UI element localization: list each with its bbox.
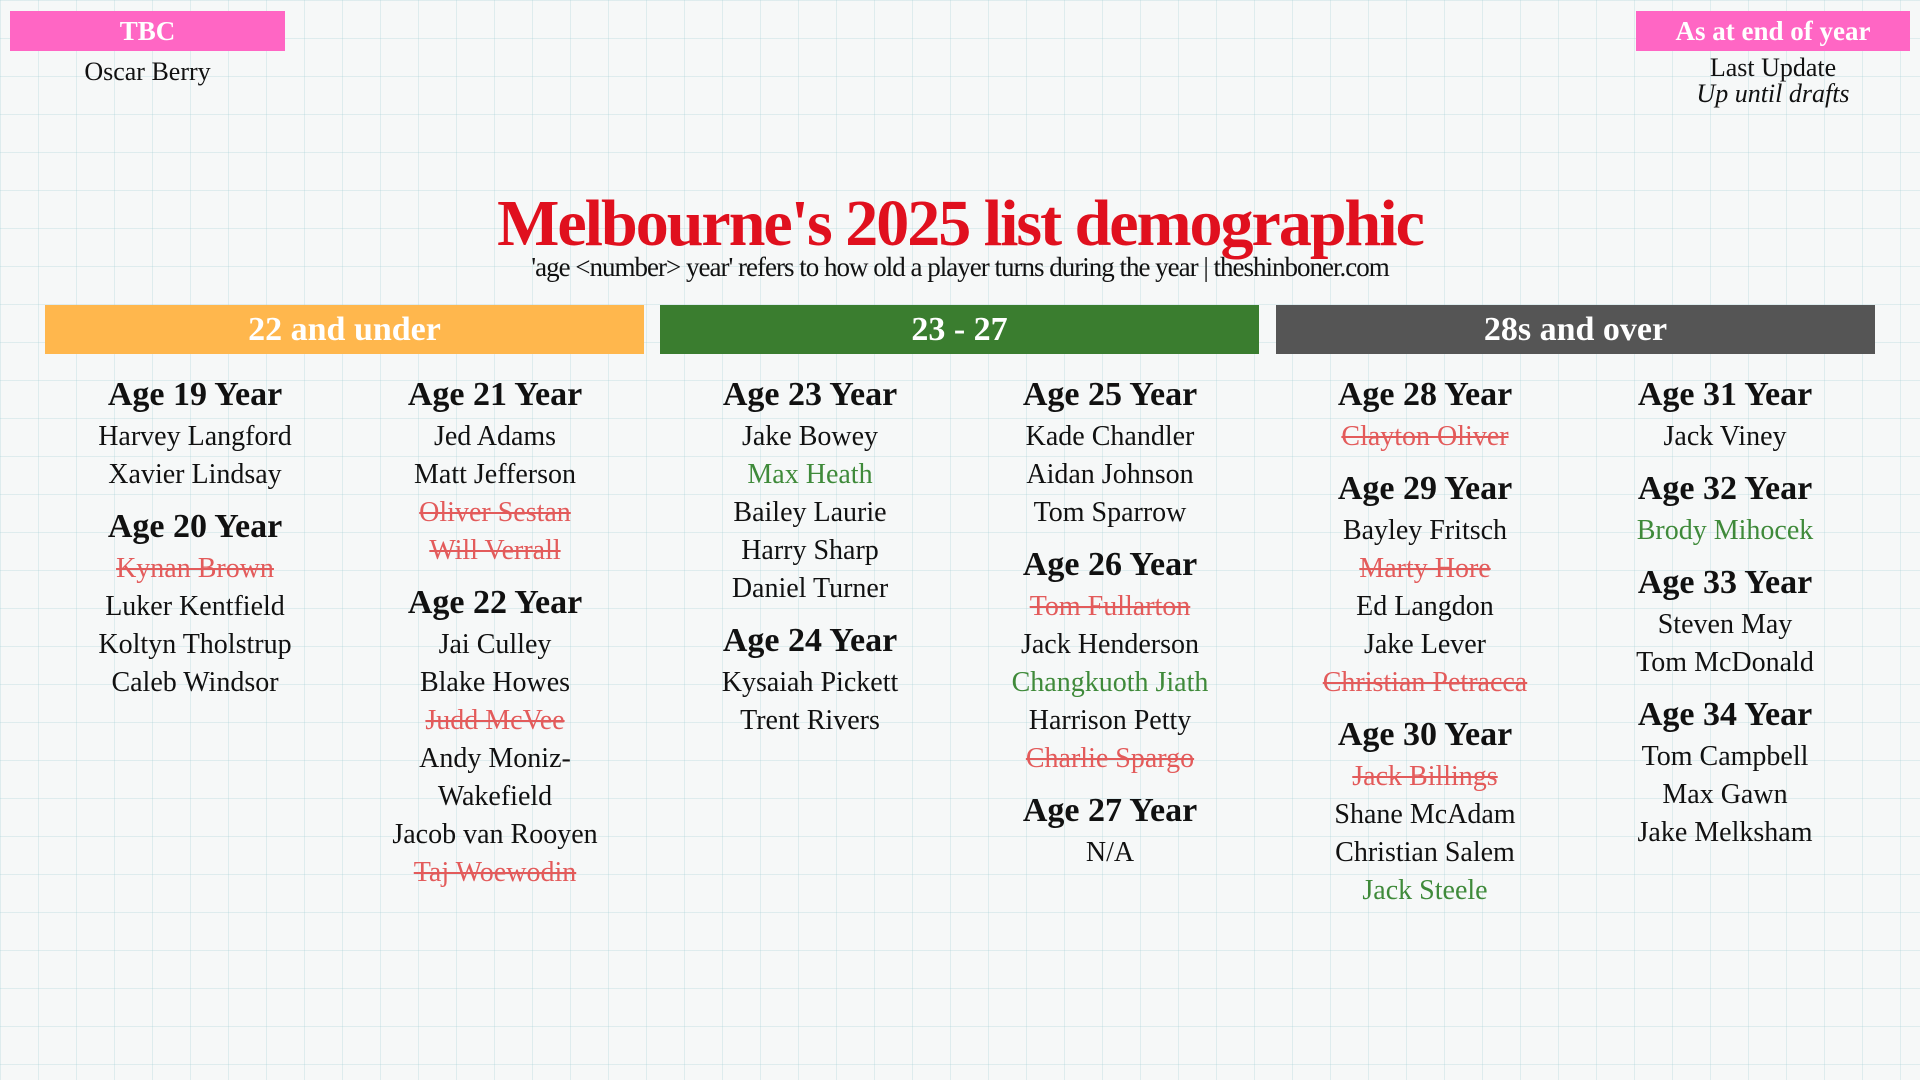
player-name: Harrison Petty — [1028, 705, 1192, 736]
age-column: Age 31 Year Jack Viney Age 32 Year Brody Mi… — [1575, 372, 1875, 862]
player-name: Aidan Johnson — [1026, 459, 1194, 490]
age-group-heading: Age 23 Year — [722, 376, 898, 413]
player-name: Ed Langdon — [1356, 591, 1494, 622]
player-name: Jacob van Rooyen — [392, 819, 598, 850]
age-group: Age 34 Year Tom Campbell Max Gawn Jake Melk… — [1575, 692, 1875, 852]
age-group-heading: Age 28 Year — [1337, 376, 1513, 413]
player-name: Max Gawn — [1662, 779, 1788, 810]
age-group: Age 26 Year Tom Fullarton Jack Henderson Ch… — [960, 542, 1260, 778]
age-group: Age 23 Year Jake Bowey Max Heath Bailey Lau… — [660, 372, 960, 608]
tbc-badge: TBC — [10, 11, 285, 51]
player-name: Luker Kentfield — [105, 591, 285, 622]
player-name: Jed Adams — [433, 421, 557, 452]
age-group: Age 21 Year Jed Adams Matt Jefferson Oliver… — [345, 372, 645, 570]
age-group: Age 31 Year Jack Viney — [1575, 372, 1875, 456]
player-name: Kade Chandler — [1025, 421, 1195, 452]
player-name: Xavier Lindsay — [108, 459, 282, 490]
age-group-heading: Age 25 Year — [1022, 376, 1198, 413]
player-name: Jai Culley — [438, 629, 552, 660]
age-group: Age 33 Year Steven May Tom McDonald — [1575, 560, 1875, 682]
age-column: Age 25 Year Kade Chandler Aidan Johnson Tom… — [960, 372, 1260, 882]
tbc-player: Oscar Berry — [84, 57, 211, 86]
age-group-heading: Age 34 Year — [1637, 696, 1813, 733]
player-name-removed: Charlie Spargo — [1025, 743, 1195, 774]
player-name: Jake Bowey — [741, 421, 879, 452]
last-update-label: Last Update — [1709, 53, 1837, 82]
player-name: Koltyn Tholstrup — [98, 629, 292, 660]
age-group-heading: Age 31 Year — [1637, 376, 1813, 413]
age-group-heading: Age 22 Year — [407, 584, 583, 621]
player-name: Harry Sharp — [741, 535, 879, 566]
age-group-heading: Age 21 Year — [407, 376, 583, 413]
player-name-removed: Kynan Brown — [116, 553, 274, 584]
age-group: Age 24 Year Kysaiah Pickett Trent Rivers — [660, 618, 960, 740]
age-group: Age 22 Year Jai Culley Blake Howes Judd McV… — [345, 580, 645, 892]
player-name-removed: Will Verrall — [429, 535, 561, 566]
player-name: Daniel Turner — [731, 573, 889, 604]
player-name-removed: Clayton Oliver — [1341, 421, 1509, 452]
age-group-heading: Age 19 Year — [107, 376, 283, 413]
player-name: Jake Lever — [1363, 629, 1487, 660]
player-name: Tom McDonald — [1636, 647, 1814, 678]
player-name: Kysaiah Pickett — [721, 667, 899, 698]
age-group-heading: Age 20 Year — [107, 508, 283, 545]
age-group: Age 30 Year Jack Billings Shane McAdam Chri… — [1275, 712, 1575, 910]
player-name: N/A — [1085, 837, 1135, 868]
band-22-and-under: 22 and under — [45, 305, 644, 354]
player-name-removed: Marty Hore — [1359, 553, 1491, 584]
last-update-value: Up until drafts — [1696, 79, 1850, 108]
player-name-removed: Taj Woewodin — [413, 857, 577, 888]
age-column: Age 19 Year Harvey Langford Xavier Lindsay… — [45, 372, 345, 712]
age-group-heading: Age 29 Year — [1337, 470, 1513, 507]
player-name-new: Brody Mihocek — [1636, 515, 1814, 546]
age-group-heading: Age 30 Year — [1337, 716, 1513, 753]
player-name: Bailey Laurie — [733, 497, 887, 528]
age-column: Age 23 Year Jake Bowey Max Heath Bailey Lau… — [660, 372, 960, 750]
age-group: Age 25 Year Kade Chandler Aidan Johnson Tom… — [960, 372, 1260, 532]
player-name: Blake Howes — [419, 667, 571, 698]
age-group: Age 19 Year Harvey Langford Xavier Lindsay — [45, 372, 345, 494]
age-group: Age 27 Year N/A — [960, 788, 1260, 872]
player-name: Shane McAdam — [1334, 799, 1516, 830]
band-28-and-over: 28s and over — [1276, 305, 1875, 354]
age-group: Age 20 Year Kynan Brown Luker Kentfield Kol… — [45, 504, 345, 702]
player-name: Wakefield — [437, 781, 553, 812]
page-subtitle: 'age <number> year' refers to how old a … — [531, 252, 1390, 282]
player-name: Harvey Langford — [98, 421, 292, 452]
player-name: Tom Sparrow — [1033, 497, 1187, 528]
player-name-removed: Oliver Sestan — [419, 497, 571, 528]
age-group-heading: Age 27 Year — [1022, 792, 1198, 829]
player-name-removed: Judd McVee — [425, 705, 565, 736]
player-name-removed: Jack Billings — [1352, 761, 1498, 792]
player-name: Tom Campbell — [1641, 741, 1809, 772]
player-name: Steven May — [1657, 609, 1793, 640]
player-name-new: Jack Steele — [1362, 875, 1488, 906]
age-group-heading: Age 33 Year — [1637, 564, 1813, 601]
player-name: Jake Melksham — [1637, 817, 1813, 848]
age-group-heading: Age 26 Year — [1022, 546, 1198, 583]
player-name-new: Max Heath — [747, 459, 873, 490]
age-column: Age 21 Year Jed Adams Matt Jefferson Oliver… — [345, 372, 645, 902]
player-name: Trent Rivers — [740, 705, 880, 736]
page-title: Melbourne's 2025 list demographic — [497, 187, 1425, 260]
age-column: Age 28 Year Clayton Oliver Age 29 Year Bayl… — [1275, 372, 1575, 920]
age-group-heading: Age 32 Year — [1637, 470, 1813, 507]
player-name-new: Changkuoth Jiath — [1011, 667, 1209, 698]
player-name: Christian Salem — [1335, 837, 1515, 868]
player-name: Jack Henderson — [1020, 629, 1200, 660]
player-name: Bayley Fritsch — [1342, 515, 1508, 546]
band-23-27: 23 - 27 — [660, 305, 1259, 354]
player-name: Caleb Windsor — [111, 667, 279, 698]
age-group: Age 28 Year Clayton Oliver — [1275, 372, 1575, 456]
player-name: Andy Moniz- — [419, 743, 571, 774]
age-group: Age 29 Year Bayley Fritsch Marty Hore Ed La… — [1275, 466, 1575, 702]
player-name-removed: Tom Fullarton — [1029, 591, 1191, 622]
player-name: Jack Viney — [1663, 421, 1787, 452]
age-group: Age 32 Year Brody Mihocek — [1575, 466, 1875, 550]
end-of-year-badge: As at end of year — [1636, 11, 1910, 51]
player-name-removed: Christian Petracca — [1322, 667, 1528, 698]
age-group-heading: Age 24 Year — [722, 622, 898, 659]
player-name: Matt Jefferson — [414, 459, 576, 490]
